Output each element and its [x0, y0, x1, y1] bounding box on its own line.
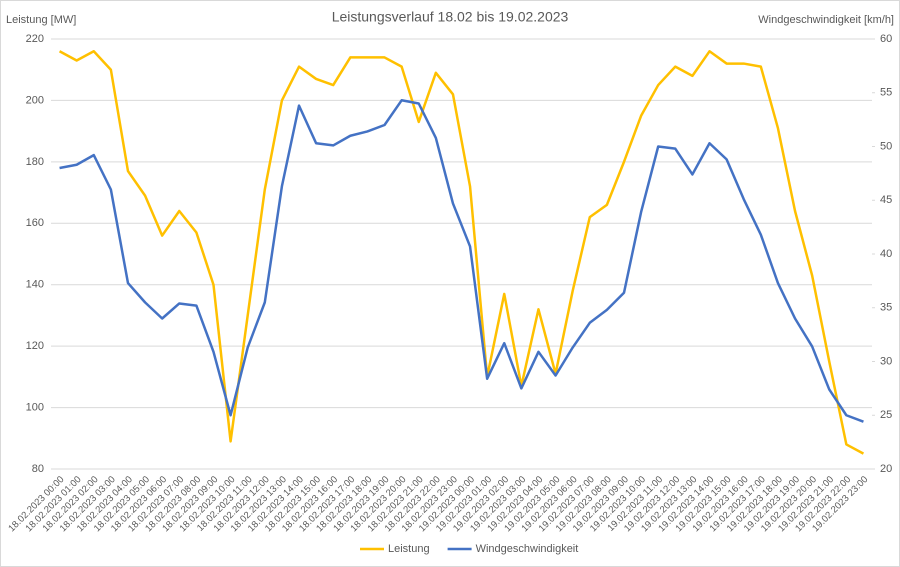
y-tick-label: 200 [26, 94, 44, 106]
y2-tick-label: 60 [880, 33, 892, 45]
legend-label: Leistung [388, 543, 430, 555]
y2-tick-label: 20 [880, 463, 892, 475]
y2-axis-title: Windgeschwindigkeit [km/h] [758, 14, 894, 26]
data-line [58, 50, 865, 455]
y-tick-label: 160 [26, 217, 44, 229]
legend-label: Windgeschwindigkeit [476, 543, 579, 555]
y-tick-label: 80 [32, 463, 44, 475]
y-axis-title: Leistung [MW] [6, 14, 76, 26]
chart-title: Leistungsverlauf 18.02 bis 19.02.2023 [332, 9, 569, 25]
y2-tick-label: 30 [880, 355, 892, 367]
y-tick-label: 100 [26, 401, 44, 413]
y2-tick-label: 35 [880, 302, 892, 314]
y2-tick-label: 45 [880, 194, 892, 206]
y2-tick-label: 55 [880, 87, 892, 99]
y2-tick-label: 25 [880, 409, 892, 421]
data-line [59, 99, 864, 423]
y2-tick-label: 40 [880, 248, 892, 260]
y-tick-label: 140 [26, 279, 44, 291]
y-tick-label: 180 [26, 156, 44, 168]
y-tick-label: 220 [26, 33, 44, 45]
y2-tick-label: 50 [880, 140, 892, 152]
y-tick-label: 120 [26, 340, 44, 352]
